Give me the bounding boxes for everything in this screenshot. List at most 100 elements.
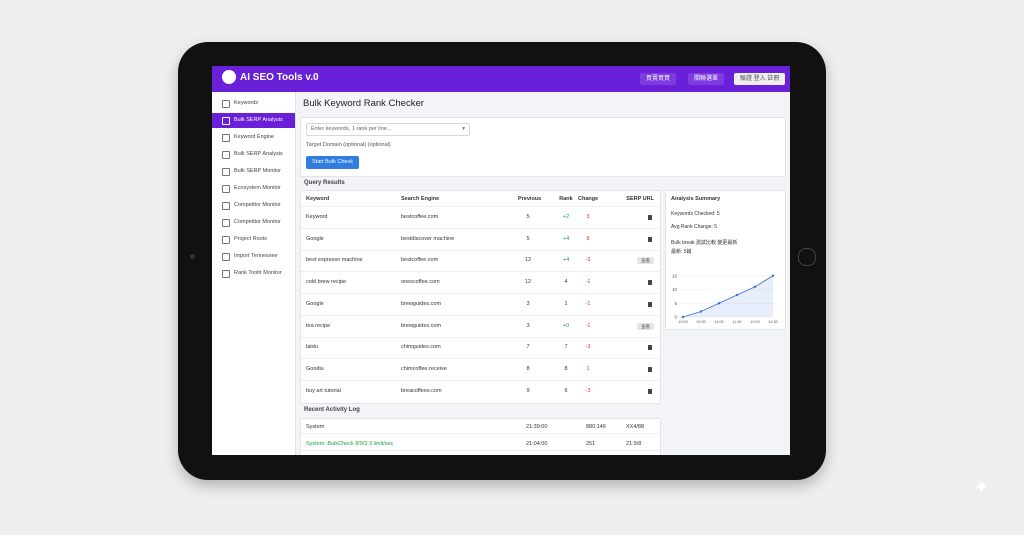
label: Import Tennessee	[234, 253, 278, 259]
summary-title: Analysis Summary	[671, 196, 721, 202]
delete-icon[interactable]	[648, 215, 652, 220]
icon	[222, 236, 230, 244]
label: Competitor Monitor	[234, 202, 281, 208]
sidebar-item[interactable]: Competitor Monitor	[212, 198, 295, 213]
keywords-select[interactable]: Enter keywords, 1 rank per line... ▾	[306, 123, 470, 136]
cell: +4	[562, 235, 570, 242]
delete-icon[interactable]	[648, 236, 652, 242]
cell: chimcoffee.receive	[401, 365, 447, 372]
summary-line: Bulk break 測試比較 變更最新	[671, 240, 738, 246]
form-card: Enter keywords, 1 rank per line... ▾ Tar…	[300, 117, 786, 177]
label: Bulk SERP Analysis	[234, 151, 283, 157]
keyword-cell: Keyword	[306, 214, 328, 220]
sidebar-item[interactable]: Bulk SERP Analysis	[212, 147, 295, 162]
column-header: Change	[578, 196, 599, 202]
label: Project Roots	[234, 236, 268, 242]
view-button[interactable]: 查看	[637, 257, 654, 265]
cell: 4	[564, 279, 568, 286]
row-divider	[301, 228, 660, 229]
view-button[interactable]: 查看	[637, 322, 654, 330]
delete-icon[interactable]	[648, 345, 652, 351]
sidebar: Keywords Bulk SERP Analysis Keyword Engine…	[212, 92, 296, 455]
cell: 8	[564, 365, 568, 372]
summary-card: Analysis Summary 0 5 10 15 10:00 10:30 11:00 11…	[665, 190, 786, 330]
y-tick-label: 5	[674, 301, 677, 306]
keyword-cell: cold brew recipe	[306, 279, 347, 286]
logo-text: AI SEO Tools v.0	[240, 72, 319, 83]
header-button[interactable]: 關聯選單	[688, 73, 725, 85]
keyword-cell: latdu	[306, 344, 318, 351]
cell: 3	[526, 300, 530, 307]
summary-line: 最新: 5銷	[671, 249, 692, 255]
icon	[222, 202, 230, 210]
icon	[222, 270, 230, 278]
label: Ecosystem Monitor	[234, 185, 281, 191]
cell: -3	[585, 257, 591, 264]
icon	[222, 168, 230, 176]
column-header: Search Engine	[401, 196, 440, 202]
keyword-cell: tea recipe	[306, 322, 331, 329]
icon	[222, 134, 230, 142]
cell: breacoffees.com	[401, 387, 442, 394]
log-cell: 21:39:00	[526, 424, 548, 430]
cell: onescoffee.com	[401, 279, 440, 286]
screen: AI SEO Tools v.0 買賣買買 關聯選單 驗證 登入 註冊 Keyw…	[212, 66, 790, 455]
sidebar-item[interactable]: Bulk SERP Monitor	[212, 164, 295, 179]
sidebar-item[interactable]: Ecosystem Monitor	[212, 181, 295, 196]
column-header: Keyword	[306, 196, 330, 202]
y-tick-label: 10	[672, 287, 678, 292]
sidebar-item[interactable]: Competitor Monitor	[212, 215, 295, 230]
log-cell: 251	[586, 441, 596, 447]
line	[682, 275, 774, 318]
cell: -1	[585, 322, 591, 329]
cell: brewguides.com	[401, 322, 442, 329]
label: Bulk SERP Monitor	[234, 168, 281, 174]
log-cell: 880.146	[586, 424, 606, 430]
row-divider	[301, 293, 660, 295]
row-divider	[301, 379, 660, 381]
area	[683, 275, 773, 317]
results-table: Keyword Search Engine Previous Rank Change SE…	[300, 190, 661, 404]
sidebar-item[interactable]: Bulk SERP Analysis	[212, 113, 295, 128]
delete-icon[interactable]	[648, 366, 652, 372]
cell: 12	[524, 257, 532, 264]
keyword-cell: Google	[306, 300, 324, 307]
label: Keywords	[234, 100, 259, 106]
row-divider	[301, 271, 660, 273]
sidebar-item[interactable]: Keywords	[212, 96, 295, 111]
sidebar-item[interactable]: Project Roots	[212, 232, 295, 247]
delete-icon[interactable]	[648, 388, 652, 394]
cell: +2	[562, 214, 570, 220]
cell: 5	[526, 235, 530, 242]
delete-icon[interactable]	[648, 301, 652, 307]
cell: bestcoffee.com	[401, 257, 439, 264]
sidebar-item[interactable]: Rank Tooltr Monitor	[212, 266, 295, 281]
sidebar-item[interactable]: Import Tennessee	[212, 249, 295, 264]
home-button[interactable]	[798, 248, 816, 266]
row-divider	[301, 433, 660, 434]
submit-button[interactable]: Start Bulk Check	[306, 156, 359, 169]
summary-chart: 0 5 10 15 10:00 10:30 11:00 11:30 12:00 12:30	[672, 273, 778, 324]
point	[717, 302, 721, 305]
sidebar-item[interactable]: Keyword Engine	[212, 130, 295, 145]
top-bar: AI SEO Tools v.0 買賣買買 關聯選單 驗證 登入 註冊	[212, 66, 790, 92]
delete-icon[interactable]	[648, 280, 652, 286]
icon	[222, 219, 230, 227]
row-divider	[301, 336, 660, 338]
label: Competitor Monitor	[234, 219, 281, 225]
x-tick-label: 10:30	[696, 320, 706, 324]
header-button[interactable]: 買賣買買	[640, 73, 677, 85]
icon	[222, 100, 230, 108]
x-tick-label: 12:30	[768, 320, 778, 324]
cell: 6	[564, 387, 568, 394]
y-tick-label: 0	[674, 315, 677, 320]
logo[interactable]: AI SEO Tools v.0	[222, 70, 319, 84]
camera	[190, 254, 195, 259]
cell: 1	[564, 300, 568, 307]
cell: -1	[585, 300, 591, 307]
cell: 8	[586, 235, 590, 242]
header-button[interactable]: 驗證 登入 註冊	[734, 73, 786, 85]
x-tick-label: 11:00	[714, 320, 723, 324]
point	[699, 310, 703, 313]
cell: -3	[585, 387, 591, 394]
